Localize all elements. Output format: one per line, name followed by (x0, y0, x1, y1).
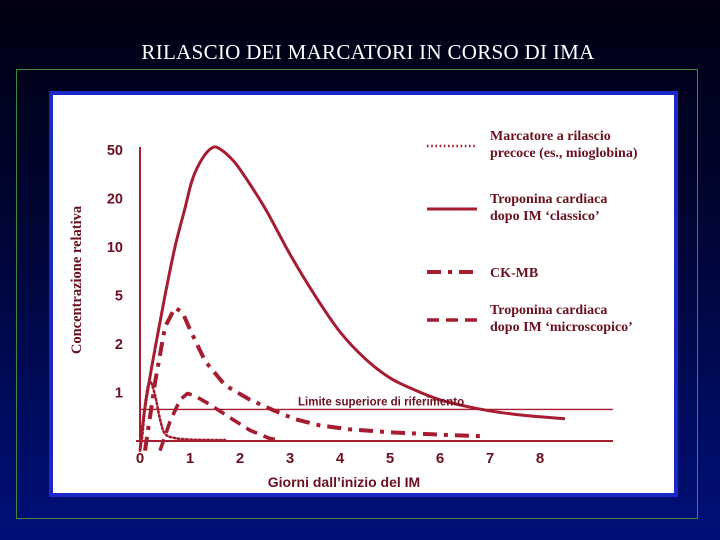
x-tick-label: 0 (136, 450, 144, 467)
x-tick-labels: 0 1 2 3 4 5 6 7 8 (136, 450, 544, 467)
legend-label: Troponina cardiaca dopo IM ‘microscopico’ (490, 303, 633, 335)
y-tick-label: 20 (107, 192, 123, 208)
slide-title: RILASCIO DEI MARCATORI IN CORSO DI IMA (141, 40, 595, 64)
x-tick-label: 1 (186, 450, 194, 467)
x-axis-label: Giorni dall’inizio del IM (268, 474, 420, 490)
y-tick-label: 50 (107, 143, 123, 159)
y-tick-label: 10 (107, 240, 123, 256)
x-tick-label: 2 (236, 450, 244, 467)
x-tick-label: 8 (536, 450, 544, 467)
series-line-3 (143, 305, 481, 451)
legend: Marcatore a rilascio precoce (es., mioglo… (427, 129, 638, 335)
legend-label: Marcatore a rilascio precoce (es., mioglo… (490, 129, 638, 161)
legend-label: Troponina cardiaca dopo IM ‘classico’ (490, 192, 607, 224)
series-line-2 (138, 145, 566, 451)
legend-label: CK-MB (490, 266, 538, 281)
x-tick-label: 5 (386, 450, 394, 467)
reference-line-label: Limite superiore di riferimento (298, 396, 464, 408)
y-tick-label: 1 (115, 386, 123, 402)
x-tick-label: 3 (286, 450, 294, 467)
x-tick-label: 7 (486, 450, 494, 467)
y-tick-label: 2 (115, 337, 123, 353)
y-tick-label: 5 (115, 289, 123, 305)
series-layer (138, 145, 566, 452)
chart: Limite superiore di riferimento 0 1 2 3 4 5 6 7… (69, 129, 638, 490)
chart-panel: Limite superiore di riferimento 0 1 2 3 4 5 6 7… (49, 91, 678, 497)
y-axis-label: Concentrazione relativa (69, 205, 85, 354)
slide-frame (16, 69, 698, 519)
x-tick-label: 4 (336, 450, 345, 467)
y-tick-labels: 1 2 5 10 20 50 (107, 143, 123, 402)
x-tick-label: 6 (436, 450, 444, 467)
series-line-4 (158, 391, 281, 452)
